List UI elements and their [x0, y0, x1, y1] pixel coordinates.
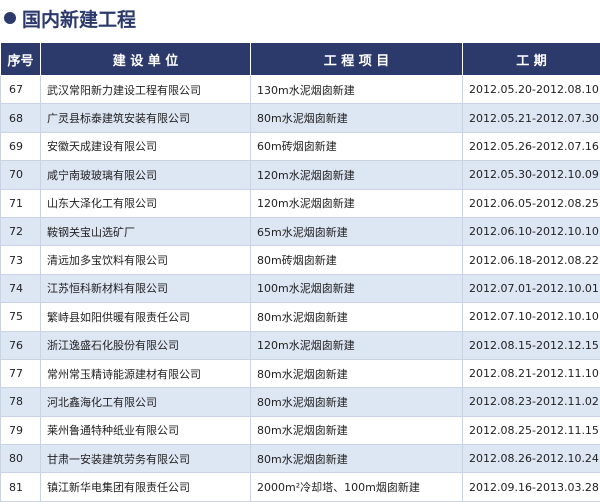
- cell: 100m水泥烟囱新建: [251, 274, 463, 302]
- cell: 72: [1, 217, 41, 245]
- cell: 2012.06.10-2012.10.10: [463, 217, 600, 245]
- cell: 81: [1, 473, 41, 501]
- cell: 60m砖烟囱新建: [251, 132, 463, 160]
- cell: 71: [1, 189, 41, 217]
- cell: 68: [1, 104, 41, 132]
- cell: 80: [1, 445, 41, 473]
- cell: 2012.08.25-2012.11.15: [463, 416, 600, 444]
- cell: 2012.05.26-2012.07.16: [463, 132, 600, 160]
- cell: 74: [1, 274, 41, 302]
- cell: 120m水泥烟囱新建: [251, 189, 463, 217]
- cell: 80m水泥烟囱新建: [251, 303, 463, 331]
- cell: 69: [1, 132, 41, 160]
- cell: 80m水泥烟囱新建: [251, 104, 463, 132]
- cell: 广灵县标泰建筑安装有限公司: [41, 104, 251, 132]
- cell: 常州常玉精诗能源建材有限公司: [41, 359, 251, 387]
- cell: 2000m²冷却塔、100m烟囱新建: [251, 473, 463, 501]
- cell: 67: [1, 76, 41, 104]
- cell: 2012.05.30-2012.10.09: [463, 161, 600, 189]
- cell: 2012.06.05-2012.08.25: [463, 189, 600, 217]
- cell: 80m水泥烟囱新建: [251, 416, 463, 444]
- cell: 镇江新华电集团有限责任公司: [41, 473, 251, 501]
- cell: 江苏恒科新材料有限公司: [41, 274, 251, 302]
- cell: 浙江逸盛石化股份有限公司: [41, 331, 251, 359]
- cell: 2012.06.18-2012.08.22: [463, 246, 600, 274]
- cell: 2012.05.20-2012.08.10: [463, 76, 600, 104]
- cell: 73: [1, 246, 41, 274]
- cell: 武汉常阳新力建设工程有限公司: [41, 76, 251, 104]
- cell: 80m水泥烟囱新建: [251, 388, 463, 416]
- header-row: 序号建 设 单 位工 程 项 目工 期: [1, 43, 600, 76]
- cell: 65m水泥烟囱新建: [251, 217, 463, 245]
- column-header: 建 设 单 位: [41, 43, 251, 76]
- cell: 甘肃一安装建筑劳务有限公司: [41, 445, 251, 473]
- cell: 2012.08.23-2012.11.02: [463, 388, 600, 416]
- cell: 120m水泥烟囱新建: [251, 331, 463, 359]
- cell: 120m水泥烟囱新建: [251, 161, 463, 189]
- cell: 繁峙县如阳供暖有限责任公司: [41, 303, 251, 331]
- cell: 咸宁南玻玻璃有限公司: [41, 161, 251, 189]
- title: 国内新建工程: [22, 5, 136, 32]
- cell: 130m水泥烟囱新建: [251, 76, 463, 104]
- cell: 2012.08.26-2012.10.24: [463, 445, 600, 473]
- cell: 河北鑫海化工有限公司: [41, 388, 251, 416]
- cell: 鞍钢关宝山选矿厂: [41, 217, 251, 245]
- cell: 2012.07.01-2012.10.01: [463, 274, 600, 302]
- cell: 2012.09.16-2013.03.28: [463, 473, 600, 501]
- column-header: 工 期: [463, 43, 600, 76]
- cell: 80m水泥烟囱新建: [251, 445, 463, 473]
- cell: 70: [1, 161, 41, 189]
- cell: 清远加多宝饮料有限公司: [41, 246, 251, 274]
- cell: 2012.05.21-2012.07.30: [463, 104, 600, 132]
- header: 国内新建工程: [0, 0, 600, 36]
- cell: 2012.08.21-2012.11.10: [463, 359, 600, 387]
- cell: 78: [1, 388, 41, 416]
- cell: 2012.07.10-2012.10.10: [463, 303, 600, 331]
- bullet: [4, 12, 16, 24]
- column-header: 工 程 项 目: [251, 43, 463, 76]
- cell: 76: [1, 331, 41, 359]
- cell: 79: [1, 416, 41, 444]
- cell: 2012.08.15-2012.12.15: [463, 331, 600, 359]
- cell: 80m水泥烟囱新建: [251, 359, 463, 387]
- cell: 安徽天成建设有限公司: [41, 132, 251, 160]
- cell: 75: [1, 303, 41, 331]
- cell: 山东大泽化工有限公司: [41, 189, 251, 217]
- cell: 77: [1, 359, 41, 387]
- cell: 莱州鲁通特种纸业有限公司: [41, 416, 251, 444]
- cell: 80m砖烟囱新建: [251, 246, 463, 274]
- column-header: 序号: [1, 43, 41, 76]
